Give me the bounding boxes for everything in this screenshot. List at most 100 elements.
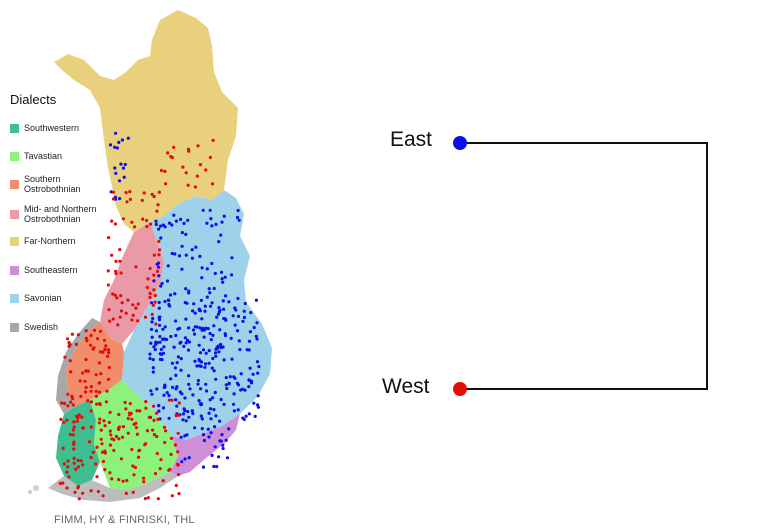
sample-dot [175,361,179,365]
sample-dot [184,287,188,291]
sample-dot [106,354,110,358]
sample-dot [119,457,123,461]
sample-dot [236,296,240,301]
sample-dot [118,197,122,201]
sample-dot [197,399,201,403]
sample-dot [152,195,156,199]
sample-dot [255,360,260,364]
sample-dot [210,261,214,266]
sample-dot [149,341,153,345]
sample-dot [197,343,201,347]
sample-dot [145,429,150,433]
sample-dot [68,342,72,347]
sample-dot [111,317,115,321]
sample-dot [157,253,161,257]
sample-dot [214,377,218,381]
sample-dot [89,400,93,404]
sample-dot [159,458,163,462]
sample-dot [252,325,256,330]
sample-dot [222,214,226,218]
sample-dot [167,302,171,307]
sample-dot [76,458,80,463]
sample-dot [157,274,161,278]
sample-dot [142,480,146,484]
sample-dot [152,279,156,283]
sample-dot [107,351,111,355]
sample-dot [128,402,132,406]
sample-dot [92,346,96,350]
sample-dot [173,366,177,370]
sample-dot [219,233,223,237]
sample-dot [179,368,183,372]
sample-dot [130,417,134,421]
sample-dot [254,334,258,338]
sample-dot [201,208,205,212]
sample-dot [83,390,88,394]
sample-dot [205,389,209,393]
sample-dot [252,401,256,405]
sample-dot [162,345,166,349]
sample-dot [191,411,195,416]
sample-dot [217,310,221,314]
sample-dot [205,295,209,299]
sample-dot [158,352,162,356]
sample-dot [209,217,213,221]
sample-dot [65,486,69,490]
sample-dot [99,428,103,432]
sample-dot [146,496,150,500]
sample-dot [68,433,72,437]
sample-dot [196,378,200,383]
sample-dot [80,415,84,419]
sample-dot [71,428,75,432]
sample-dot [147,415,151,419]
sample-dot [208,291,212,295]
sample-dot [221,443,225,447]
sample-dot [177,413,181,417]
sample-dot [176,431,180,435]
sample-dot [239,388,243,392]
sample-dot [148,295,152,300]
sample-dot [217,350,221,354]
legend-label: Swedish [24,322,59,332]
sample-dot [130,318,134,322]
sample-dot [188,387,192,391]
sample-dot [135,409,139,413]
sample-dot [103,424,107,428]
sample-dot [192,332,197,336]
sample-dot [199,298,203,302]
sample-dot [195,325,199,329]
sample-dot [173,292,177,296]
sample-dot [119,309,124,313]
sample-dot [95,475,99,479]
sample-dot [180,460,184,464]
sample-dot [148,356,152,361]
sample-dot [163,325,167,329]
sample-dot [233,323,237,327]
sample-dot [198,351,203,355]
sample-dot [230,273,234,277]
sample-dot [216,344,220,348]
sample-dot [81,426,85,430]
sample-dot [159,224,163,228]
sample-dot [89,489,93,493]
sample-dot [115,146,119,150]
sample-dot [146,277,150,281]
sample-dot [184,419,188,423]
sample-dot [76,465,80,469]
sample-dot [110,219,114,223]
sample-dot [133,465,137,470]
sample-dot [143,315,148,319]
sample-dot [183,396,187,400]
sample-dot [86,399,90,403]
sample-dot [163,169,167,173]
sample-dot [200,417,204,421]
sample-dot [136,319,140,323]
sample-dot [174,319,178,323]
sample-dot [187,382,191,386]
sample-dot [88,343,93,347]
sample-dot [177,492,181,496]
sample-dot [91,450,95,454]
sample-dot [163,225,167,229]
legend-item: Far-Northern [10,236,76,246]
sample-dot [81,463,85,467]
